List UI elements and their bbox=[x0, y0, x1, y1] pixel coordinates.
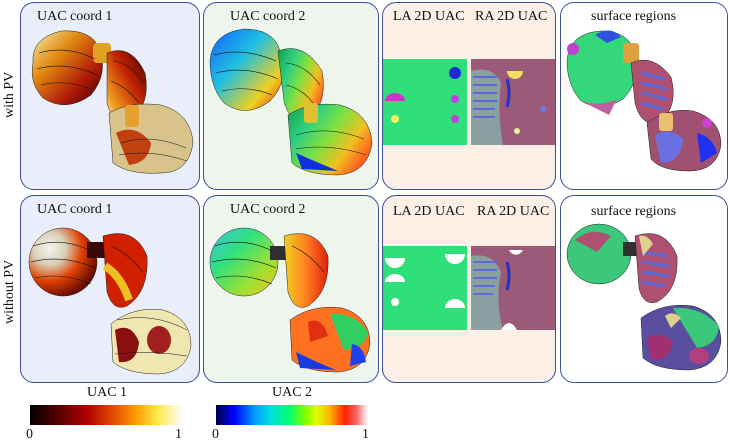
panel-2d-uac-with-pv: LA 2D UAC RA 2D UAC bbox=[382, 2, 556, 190]
row-label-with-pv: with PV bbox=[2, 71, 17, 118]
uac2-atria-render bbox=[209, 227, 371, 373]
panel-regions-without-pv: surface regions bbox=[560, 195, 728, 383]
row-label-without-pv: without PV bbox=[2, 259, 17, 324]
panel-regions-with-pv: surface regions bbox=[560, 2, 728, 190]
panel-uac2-with-pv: UAC coord 2 bbox=[203, 2, 379, 190]
panel-2d-uac-without-pv: LA 2D UAC RA 2D UAC bbox=[382, 195, 556, 383]
panel-title-la: LA 2D UAC bbox=[393, 9, 465, 24]
panel-title: surface regions bbox=[591, 204, 677, 219]
uac1-atria-render bbox=[31, 30, 194, 174]
panel-title: UAC coord 2 bbox=[230, 202, 306, 217]
surface-regions-render bbox=[566, 30, 722, 172]
panel-title-ra: RA 2D UAC bbox=[477, 204, 550, 219]
colorbar-uac2-title: UAC 2 bbox=[272, 385, 313, 400]
panel-title: surface regions bbox=[591, 9, 677, 24]
panel-title: UAC coord 2 bbox=[230, 9, 306, 24]
uac-2d-maps bbox=[383, 246, 555, 330]
panel-uac1-with-pv: UAC coord 1 bbox=[20, 2, 200, 190]
panel-uac2-without-pv: UAC coord 2 bbox=[203, 195, 379, 383]
uac1-atria-render bbox=[28, 227, 192, 375]
uac2-atria-render bbox=[209, 28, 373, 176]
surface-regions-render bbox=[566, 223, 722, 371]
colorbar-uac1-max: 1 bbox=[175, 427, 182, 442]
colorbar-uac1 bbox=[30, 405, 180, 425]
panel-title: UAC coord 1 bbox=[37, 9, 113, 24]
uac-2d-maps bbox=[383, 59, 555, 145]
colorbar-uac2-min: 0 bbox=[212, 427, 219, 442]
colorbar-uac1-title: UAC 1 bbox=[87, 385, 128, 400]
colorbar-uac2 bbox=[216, 405, 368, 425]
panel-title-ra: RA 2D UAC bbox=[475, 9, 548, 24]
colorbar-uac1-min: 0 bbox=[26, 427, 33, 442]
panel-title-la: LA 2D UAC bbox=[393, 204, 465, 219]
colorbar-uac2-max: 1 bbox=[362, 427, 369, 442]
panel-title: UAC coord 1 bbox=[37, 202, 113, 217]
panel-uac1-without-pv: UAC coord 1 bbox=[20, 195, 200, 383]
